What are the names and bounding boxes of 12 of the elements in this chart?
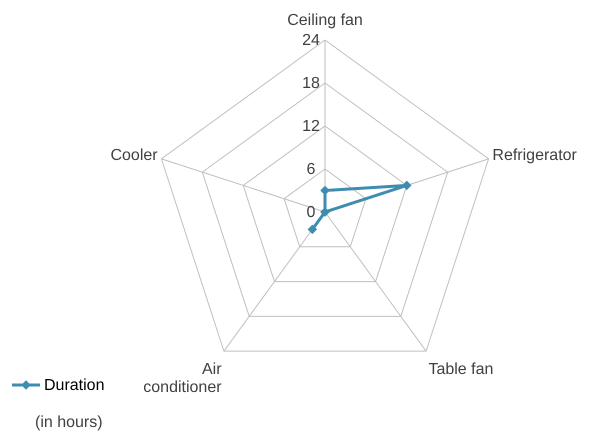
- spoke-label: Ceiling fan: [287, 12, 363, 29]
- y-tick-label: 6: [306, 161, 316, 178]
- spoke-label: Refrigerator: [492, 147, 578, 164]
- y-tick-label: 18: [302, 75, 320, 92]
- spoke-label: Air conditioner: [143, 360, 222, 396]
- legend-label: Duration: [44, 377, 104, 394]
- y-tick-label: 24: [302, 32, 320, 49]
- spoke-label: Cooler: [110, 147, 158, 164]
- spoke-label: Table fan: [428, 360, 494, 378]
- text: (in hours): [35, 414, 103, 431]
- y-tick-label: 0: [306, 204, 316, 221]
- y-tick-label: 12: [302, 118, 320, 135]
